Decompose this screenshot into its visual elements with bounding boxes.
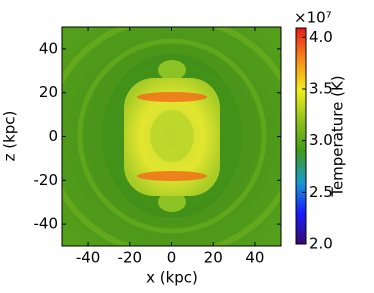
y-tick-label: 20 bbox=[39, 83, 58, 101]
x-tick-label: 20 bbox=[204, 249, 223, 267]
y-tick-label: 40 bbox=[39, 39, 58, 57]
x-tick-label: -40 bbox=[76, 249, 101, 267]
colorbar-multiplier: ×10⁷ bbox=[294, 9, 332, 27]
colorbar-tick-label: 2.5 bbox=[309, 183, 333, 201]
x-tick-label: -20 bbox=[118, 249, 143, 267]
colorbar-tick-label: 3.5 bbox=[309, 79, 333, 97]
colorbar bbox=[295, 27, 307, 245]
colorbar-tick-label: 4.0 bbox=[309, 28, 333, 46]
colorbar-tick-label: 2.0 bbox=[309, 235, 333, 253]
y-tick-label: -40 bbox=[34, 215, 59, 233]
y-tick-label: 0 bbox=[48, 127, 58, 145]
x-tick-label: 0 bbox=[167, 249, 177, 267]
y-tick-label: -20 bbox=[34, 171, 59, 189]
x-tick-label: 40 bbox=[245, 249, 264, 267]
x-axis-label: x (kpc) bbox=[146, 269, 198, 287]
colorbar-tick-label: 3.0 bbox=[309, 131, 333, 149]
y-axis-label: z (kpc) bbox=[1, 111, 19, 162]
field bbox=[62, 27, 281, 246]
colorbar-label: Temperature (K) bbox=[329, 75, 347, 197]
